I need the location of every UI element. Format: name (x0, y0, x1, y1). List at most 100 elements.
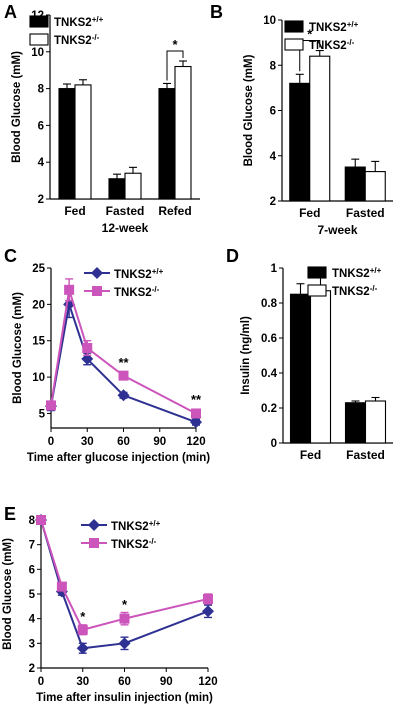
legend-marker (92, 286, 102, 296)
y-tick-label: 10 (32, 372, 45, 384)
legend-label: TNKS2+/+ (114, 267, 164, 282)
data-point (36, 515, 46, 525)
y-tick-label: 6 (29, 564, 35, 576)
panel-letter-b: B (210, 2, 223, 22)
panel-letter-c: C (4, 246, 17, 266)
data-point (46, 400, 56, 411)
x-tick-label: 60 (118, 676, 131, 688)
legend-label: TNKS2+/+ (332, 266, 382, 281)
y-axis-label: Blood Glucose (mM) (11, 51, 23, 163)
data-point (203, 593, 213, 604)
y-tick-label: 7 (29, 540, 35, 552)
y-tick-label: 8 (38, 84, 45, 96)
panel-letter-e: E (4, 504, 16, 524)
legend-swatch (29, 33, 49, 46)
data-point (118, 370, 129, 381)
data-point (82, 343, 93, 353)
y-tick-label: 6 (270, 106, 276, 118)
x-tick-label: Fed (64, 204, 85, 218)
bar (344, 166, 366, 202)
bar (124, 172, 142, 200)
y-tick-label: 4 (38, 157, 45, 169)
bar (108, 178, 126, 200)
y-tick-label: 25 (32, 263, 45, 275)
data-point (190, 416, 202, 429)
x-tick-label: 60 (117, 436, 130, 448)
y-tick-label: 3 (29, 638, 35, 650)
bar (364, 171, 386, 202)
significance-label: * (80, 609, 86, 624)
data-point (118, 637, 131, 650)
y-axis-label: Blood Glucose (mM) (243, 54, 255, 166)
x-tick-label: 30 (76, 676, 89, 688)
x-tick-label: Fasted (346, 448, 385, 462)
significance-bracket (166, 50, 184, 81)
legend-marker (91, 267, 103, 279)
y-tick-label: 0.4 (261, 368, 278, 380)
y-tick-label: 0.2 (261, 403, 277, 415)
x-axis-label: Time after insulin injection (min) (36, 692, 213, 704)
bar (74, 84, 92, 200)
significance-label: * (172, 37, 178, 52)
x-tick-label: 30 (81, 436, 94, 448)
y-tick-label: 1 (271, 263, 278, 275)
bar (289, 293, 312, 444)
y-axis-label: Blood Glucose (mM) (2, 538, 14, 650)
data-point (76, 642, 89, 655)
x-axis-label: 7-week (317, 223, 357, 237)
significance-label: * (122, 597, 128, 612)
panel-letter-d: D (226, 246, 239, 266)
y-tick-label: 0 (271, 438, 277, 450)
legend-swatch (29, 15, 49, 28)
legend-swatch (307, 284, 327, 297)
bar (58, 88, 76, 200)
data-point (77, 624, 88, 635)
data-point (117, 389, 130, 402)
y-tick-label: 0.6 (261, 333, 277, 345)
legend-label: TNKS2+/+ (111, 519, 161, 534)
y-tick-label: 10 (31, 47, 44, 59)
legend-label: TNKS2-/- (309, 38, 355, 53)
y-tick-label: 20 (32, 299, 45, 311)
legend-label: TNKS2-/- (332, 284, 378, 299)
x-tick-label: 90 (160, 676, 173, 688)
data-point (191, 408, 201, 419)
significance-label: * (307, 27, 313, 42)
y-tick-label: 4 (270, 151, 277, 163)
y-tick-label: 6 (38, 120, 44, 132)
y-axis-label: Insulin (ng/ml) (240, 316, 252, 395)
x-tick-label: 0 (48, 436, 54, 448)
legend-label: TNKS2+/+ (54, 15, 104, 30)
legend-swatch (284, 38, 304, 51)
x-tick-label: Fed (299, 206, 320, 220)
legend-marker (89, 538, 99, 548)
y-tick-label: 15 (32, 336, 45, 348)
bar (364, 400, 387, 444)
significance-label: ** (118, 355, 129, 370)
legend-label: TNKS2-/- (114, 285, 160, 300)
bar (174, 65, 192, 200)
legend-label: TNKS2-/- (54, 33, 100, 48)
y-tick-label: 0.8 (261, 298, 278, 310)
bar (344, 402, 367, 444)
legend-label: TNKS2-/- (111, 537, 157, 552)
x-axis-label: Time after glucose injection (min) (27, 452, 210, 464)
y-tick-label: 2 (270, 196, 276, 208)
y-tick-label: 5 (39, 408, 46, 420)
x-tick-label: 90 (153, 436, 166, 448)
x-tick-label: 0 (38, 676, 44, 688)
significance-label: ** (191, 392, 202, 407)
legend-marker (88, 519, 100, 531)
y-tick-label: 10 (263, 15, 276, 27)
y-tick-label: 5 (29, 589, 36, 601)
data-point (202, 605, 214, 618)
y-tick-label: 8 (29, 515, 36, 527)
y-tick-label: 2 (38, 194, 44, 206)
panel-letter-a: A (4, 2, 17, 22)
data-point (119, 613, 130, 624)
y-tick-label: 2 (29, 663, 35, 675)
y-axis-label: Blood Glucose (mM) (12, 292, 24, 404)
data-point (64, 284, 75, 295)
data-point (56, 581, 67, 592)
